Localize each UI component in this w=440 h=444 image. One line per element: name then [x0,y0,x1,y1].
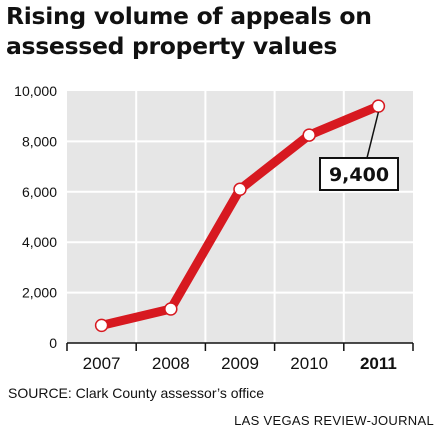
data-point [233,182,247,197]
callout-box [319,157,399,191]
data-point [371,99,386,113]
callout-value: 9,400 [329,164,389,186]
x-tick-label: 2008 [152,354,190,373]
source-note: SOURCE: Clark County assessor’s office [8,385,264,401]
publisher-credit: LAS VEGAS REVIEW-JOURNAL [234,413,434,428]
callout-leader [366,111,380,159]
data-point [164,302,178,316]
y-tick-label: 6,000 [22,184,57,200]
x-axis-labels: 2007 2008 2009 2010 2011 [83,354,397,373]
y-tick-label: 2,000 [22,285,57,301]
y-tick-label: 8,000 [22,133,57,149]
data-point [302,128,316,142]
data-point [94,318,109,333]
x-tick-label: 2007 [83,354,121,373]
y-tick-label: 10,000 [14,83,57,99]
plot-area [67,91,413,343]
x-axis-ticks [66,342,414,351]
x-tick-label: 2009 [221,354,259,373]
x-tick-label: 2011 [360,354,397,373]
series-line [94,99,386,333]
y-tick-label: 0 [49,335,57,351]
value-callout: 9,400 [319,111,399,191]
y-tick-label: 4,000 [22,234,57,250]
chart-title: Rising volume of appeals on assessed pro… [6,2,372,60]
x-tick-label: 2010 [290,354,328,373]
y-axis-labels: 0 2,000 4,000 6,000 8,000 10,000 [14,83,57,351]
